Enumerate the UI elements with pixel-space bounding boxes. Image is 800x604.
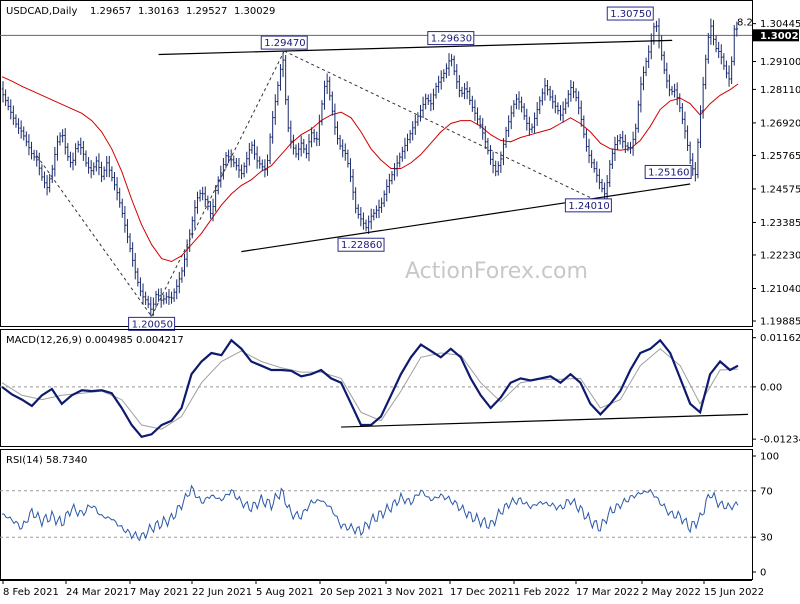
current-price-label: 1.30029 [760,31,800,42]
rsi-tick-label: 0 [760,568,766,579]
x-tick-label: 8 Feb 2021 [3,587,59,598]
price-title: USDCAD,Daily [6,6,77,17]
level-label: 1.29470 [264,38,305,49]
level-label-box [427,31,475,46]
rsi-tick-label: 30 [760,533,773,544]
level-label-box [606,6,654,21]
ma-line [1,76,739,263]
level-label-box [564,198,612,213]
rsi-tick-label: 70 [760,486,773,497]
level-label: 1.22860 [341,240,382,251]
price-panel-frame [0,0,753,327]
price-tick-label: 1.21040 [760,284,800,295]
x-tick-label: 24 Mar 2021 [66,587,129,598]
trendline-dashed [284,50,606,206]
x-tick-label: 5 Aug 2021 [256,587,314,598]
watermark: ActionForex.com [405,259,588,284]
level-label-box [260,35,308,50]
rsi-line [1,484,739,542]
level-label-box [644,164,692,179]
x-tick-label: 17 Dec 2021 [450,587,514,598]
macd-tick-label: 0.00 [760,382,782,393]
price-tick-label: 1.28110 [760,85,800,96]
current-price-box [753,29,799,42]
trendline-solid [241,183,691,253]
level-label: 1.24010 [568,201,609,212]
x-tick-label: 1 Feb 2022 [514,587,570,598]
ohlc-open: 1.29657 [90,6,131,17]
rsi-tick-label: 100 [760,452,779,463]
x-tick-label: 20 Sep 2021 [320,587,383,598]
price-tick-label: 1.22230 [760,250,800,261]
x-tick-label: 2 May 2022 [642,587,701,598]
trendline-solid [158,39,673,56]
price-tick-label: 1.23385 [760,218,800,229]
price-tick-label: 1.26920 [760,118,800,129]
ohlc-high: 1.30163 [138,6,179,17]
macd-panel-frame [0,329,753,447]
macd-title: MACD(12,26,9) 0.004985 0.004217 [6,335,184,346]
ohlc-close: 1.30029 [234,6,275,17]
x-tick-label: 7 May 2021 [130,587,189,598]
price-tick-label: 1.29100 [760,57,800,68]
level-label: 1.29630 [431,34,472,45]
level-label-box [128,316,176,331]
level-label: 1.20050 [132,319,173,330]
x-tick-label: 17 Mar 2022 [576,587,639,598]
price-tick-label: 1.19885 [760,317,800,328]
ohlc-low: 1.29527 [186,6,227,17]
macd-tick-label: -0.012348 [760,435,800,446]
trendline-dashed [151,50,285,317]
macd-tick-label: 0.011629 [760,333,800,344]
partial-label: 8.2 [737,18,753,29]
x-tick-label: 22 Jun 2021 [192,587,252,598]
macd-signal-line [1,348,739,430]
x-tick-label: 3 Nov 2021 [386,587,444,598]
level-label: 1.30750 [610,9,651,20]
macd-trendline [341,413,749,428]
macd-line [1,338,739,439]
x-tick-label: 15 Jun 2022 [704,587,764,598]
trendline-dashed [36,155,153,317]
price-tick-label: 1.24575 [760,184,800,195]
rsi-title: RSI(14) 58.7340 [6,455,87,466]
price-tick-label: 1.25765 [760,151,800,162]
level-label: 1.25160 [648,167,689,178]
level-label-box [337,237,385,252]
price-tick-label: 1.30445 [760,19,800,30]
rsi-panel-frame [0,449,753,580]
